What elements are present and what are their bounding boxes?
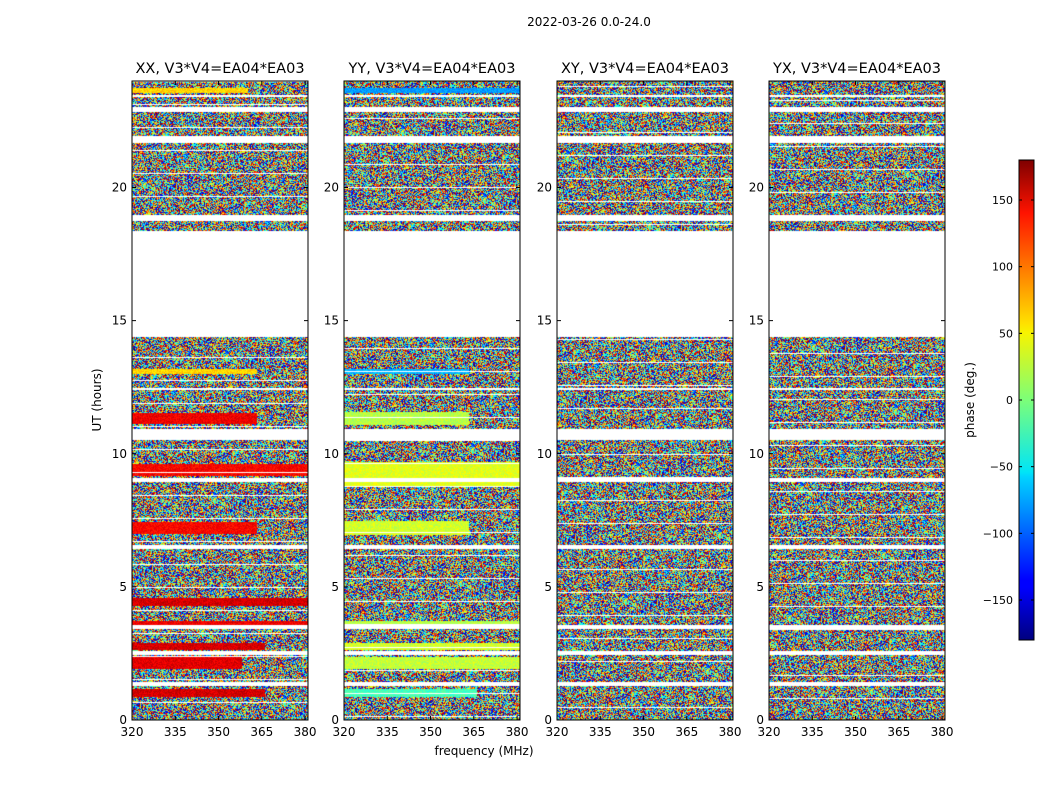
x-tick-label: 365 [887,725,910,739]
heatmap-image [132,81,308,720]
x-tick-label: 365 [462,725,485,739]
x-tick-label: 335 [801,725,824,739]
panel-title: YX, V3*V4=EA04*EA03 [772,61,941,77]
y-tick-label: 20 [112,181,127,195]
y-tick-label: 15 [112,314,127,328]
y-ticks: 0 5 10 15 20 [537,181,733,727]
x-tick-label: 335 [164,725,187,739]
figure-suptitle: 2022-03-26 0.0-24.0 [527,15,651,29]
x-tick-label: 320 [758,725,781,739]
plot-frame [556,80,734,721]
x-axis-label: frequency (MHz) [434,744,533,758]
heatmap-image [557,81,733,720]
x-tick-label: 365 [675,725,698,739]
x-ticks: 320 335 350 365 380 [758,81,954,739]
y-ticks: 0 5 10 15 20 [112,181,308,727]
x-tick-label: 365 [250,725,273,739]
y-tick-label: 5 [331,580,339,594]
colorbar-tick-label: 0 [1006,394,1013,407]
y-ticks: 0 5 10 15 20 [749,181,945,727]
y-tick-label: 5 [756,580,764,594]
y-ticks: 0 5 10 15 20 [324,181,520,727]
x-tick-label: 380 [294,725,317,739]
x-ticks: 320 335 350 365 380 [546,81,742,739]
plot-frame [343,80,521,721]
x-tick-label: 350 [844,725,867,739]
x-tick-label: 350 [419,725,442,739]
heatmap-image [769,81,945,720]
panel-yy: YY, V3*V4=EA04*EA03 320 335 350 365 380 0 5 10… [324,61,529,739]
x-tick-label: 335 [589,725,612,739]
y-tick-label: 10 [537,447,552,461]
x-ticks: 320 335 350 365 380 [121,81,317,739]
panel-title: YY, V3*V4=EA04*EA03 [348,61,516,77]
y-tick-label: 10 [112,447,127,461]
y-tick-label: 15 [324,314,339,328]
y-tick-label: 5 [119,580,127,594]
heatmap-image [344,81,520,720]
colorbar-ticks: −150 −100 −50 0 50 100 150 [983,194,1034,607]
x-tick-label: 320 [546,725,569,739]
colorbar-tick-label: −100 [983,527,1013,540]
x-tick-label: 350 [207,725,230,739]
x-tick-label: 380 [931,725,954,739]
x-tick-label: 320 [333,725,356,739]
colorbar-tick-label: 100 [992,261,1013,274]
y-tick-label: 0 [331,713,339,727]
colorbar-label: phase (deg.) [963,362,977,438]
y-tick-label: 20 [324,181,339,195]
colorbar-tick-label: −50 [990,461,1013,474]
panel-yx: YX, V3*V4=EA04*EA03 320 335 350 365 380 0 5 10… [749,61,954,739]
plot-frame [131,80,309,721]
y-tick-label: 5 [544,580,552,594]
colorbar-tick-label: 50 [999,327,1013,340]
y-tick-label: 15 [749,314,764,328]
colorbar-tick-label: 150 [992,194,1013,207]
panel-title: XY, V3*V4=EA04*EA03 [561,61,729,77]
colorbar-tick-label: −150 [983,594,1013,607]
x-tick-label: 350 [632,725,655,739]
panel-title: XX, V3*V4=EA04*EA03 [135,61,304,77]
y-tick-label: 0 [756,713,764,727]
panel-xy: XY, V3*V4=EA04*EA03 320 335 350 365 380 0 5 10… [537,61,742,739]
y-axis-label: UT (hours) [90,368,104,431]
y-tick-label: 20 [537,181,552,195]
y-tick-label: 15 [537,314,552,328]
x-tick-label: 380 [506,725,529,739]
x-tick-label: 380 [719,725,742,739]
y-tick-label: 10 [324,447,339,461]
x-tick-label: 320 [121,725,144,739]
panel-xx: XX, V3*V4=EA04*EA03 320 335 350 365 380 0 5 10… [112,61,317,739]
y-tick-label: 0 [544,713,552,727]
y-tick-label: 10 [749,447,764,461]
x-tick-label: 335 [376,725,399,739]
colorbar: −150 −100 −50 0 50 100 150 phase (deg.) [963,159,1035,641]
x-ticks: 320 335 350 365 380 [333,81,529,739]
y-tick-label: 0 [119,713,127,727]
y-tick-label: 20 [749,181,764,195]
plot-frame [768,80,946,721]
